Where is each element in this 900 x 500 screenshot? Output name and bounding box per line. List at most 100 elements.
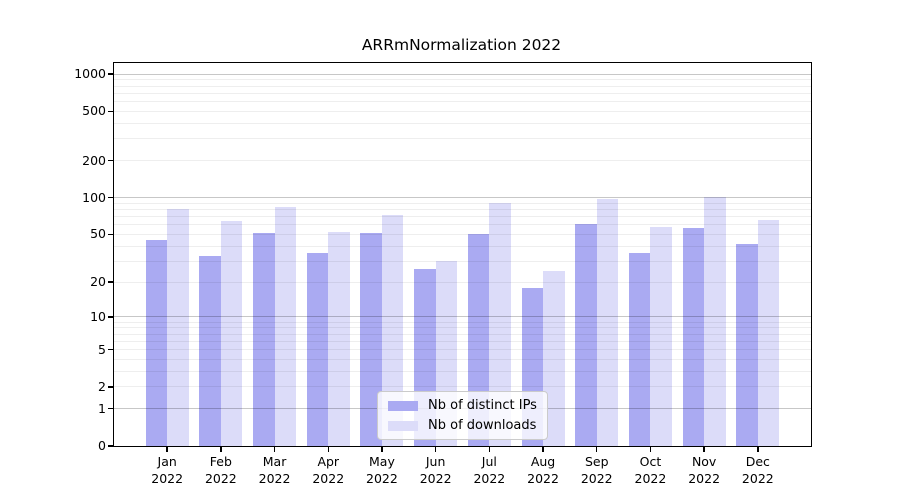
minor-gridline: [114, 340, 811, 342]
minor-gridline: [114, 216, 811, 218]
bar-downloads: [274, 206, 297, 446]
minor-gridline: [114, 245, 811, 247]
y-tick: [108, 281, 113, 283]
x-tick-month: Sep: [584, 454, 609, 469]
x-tick-year: 2022: [741, 470, 774, 486]
y-tick-label: 50: [90, 226, 106, 242]
bar-downloads: [489, 202, 511, 446]
y-tick-label: 10: [90, 308, 106, 324]
x-tick-year: 2022: [151, 470, 184, 486]
bar-distinct-ips: [575, 223, 597, 446]
x-tick-month: Dec: [745, 454, 770, 469]
x-tick: [703, 447, 705, 452]
x-tick-year: 2022: [419, 470, 452, 486]
x-tick: [220, 447, 222, 452]
minor-gridline: [114, 321, 811, 323]
y-tick-label: 200: [82, 152, 106, 168]
x-tick: [542, 447, 544, 452]
x-tick-month: Oct: [639, 454, 662, 469]
x-tick-label: Dec 2022: [728, 454, 788, 487]
y-tick-label: 100: [82, 189, 106, 205]
y-tick: [108, 159, 113, 162]
minor-gridline: [114, 327, 811, 329]
x-tick-month: Jan: [157, 454, 177, 469]
minor-gridline: [114, 370, 811, 372]
x-tick-label: Nov 2022: [674, 454, 734, 487]
minor-gridline: [114, 224, 811, 226]
bar-downloads: [704, 196, 726, 446]
y-tick: [108, 407, 113, 410]
y-tick-label: 500: [82, 103, 106, 119]
x-tick-label: Oct 2022: [620, 454, 680, 487]
minor-gridline: [114, 92, 811, 94]
y-tick: [108, 110, 113, 113]
minor-gridline: [114, 79, 811, 81]
bar-distinct-ips: [253, 233, 275, 446]
x-tick-year: 2022: [312, 470, 345, 486]
bar-downloads: [596, 199, 619, 446]
minor-gridline: [114, 101, 811, 103]
x-tick-year: 2022: [473, 470, 506, 486]
minor-gridline: [114, 110, 811, 112]
x-tick-month: Mar: [262, 454, 287, 469]
x-tick-year: 2022: [527, 470, 559, 486]
x-tick-label: Mar 2022: [245, 454, 305, 487]
y-tick-label: 0: [98, 438, 106, 453]
bar-downloads: [543, 270, 565, 446]
x-tick-month: Apr: [317, 454, 340, 469]
x-tick: [166, 447, 168, 452]
y-tick: [108, 386, 113, 388]
minor-gridline: [114, 333, 811, 335]
legend-item-downloads: Nb of downloads: [388, 418, 537, 433]
x-tick: [595, 447, 598, 452]
chart-title: ARRmNormalization 2022: [361, 36, 562, 54]
bar-distinct-ips: [682, 227, 705, 446]
x-tick-year: 2022: [634, 470, 667, 486]
y-tick: [108, 445, 113, 447]
x-tick: [757, 447, 759, 452]
minor-gridline: [114, 386, 811, 388]
bar-downloads: [381, 215, 404, 446]
legend-item-distinct-ips: Nb of distinct IPs: [388, 398, 537, 413]
x-tick-month: Feb: [209, 454, 232, 469]
bar-downloads: [650, 226, 672, 446]
minor-gridline: [114, 160, 811, 162]
minor-gridline: [114, 233, 811, 235]
major-gridline: [114, 316, 811, 318]
major-gridline: [114, 73, 811, 75]
x-tick: [273, 447, 276, 452]
legend-swatch-downloads: [388, 420, 418, 431]
x-tick-month: May: [369, 454, 395, 469]
x-tick-month: Aug: [530, 454, 556, 469]
minor-gridline: [114, 122, 811, 124]
bar-distinct-ips: [306, 253, 329, 446]
bar-distinct-ips: [199, 256, 221, 446]
legend-swatch-distinct-ips: [388, 400, 418, 411]
x-tick-label: May 2022: [352, 454, 412, 487]
x-tick-year: 2022: [204, 470, 237, 486]
bar-distinct-ips: [360, 233, 382, 446]
x-tick: [327, 447, 329, 452]
x-tick: [488, 447, 491, 452]
legend-label-distinct-ips: Nb of distinct IPs: [428, 398, 537, 413]
x-tick-month: Jun: [425, 454, 446, 469]
x-tick-label: Aug 2022: [513, 454, 573, 487]
x-tick-label: Jan 2022: [137, 454, 197, 487]
x-tick: [649, 447, 652, 452]
y-tick: [108, 233, 113, 236]
legend-label-downloads: Nb of downloads: [428, 418, 537, 433]
x-tick-year: 2022: [580, 470, 613, 486]
x-tick-label: Jun 2022: [406, 454, 466, 487]
x-tick-month: Jul: [481, 454, 497, 469]
y-tick: [108, 73, 113, 75]
bar-downloads: [328, 232, 350, 446]
x-tick-month: Nov: [691, 454, 717, 469]
y-tick: [108, 196, 113, 199]
x-tick: [381, 447, 383, 452]
x-tick-label: Apr 2022: [298, 454, 358, 487]
y-tick-label: 20: [90, 274, 106, 290]
y-tick: [108, 348, 113, 351]
x-tick-label: Jul 2022: [459, 454, 519, 487]
minor-gridline: [114, 260, 811, 262]
